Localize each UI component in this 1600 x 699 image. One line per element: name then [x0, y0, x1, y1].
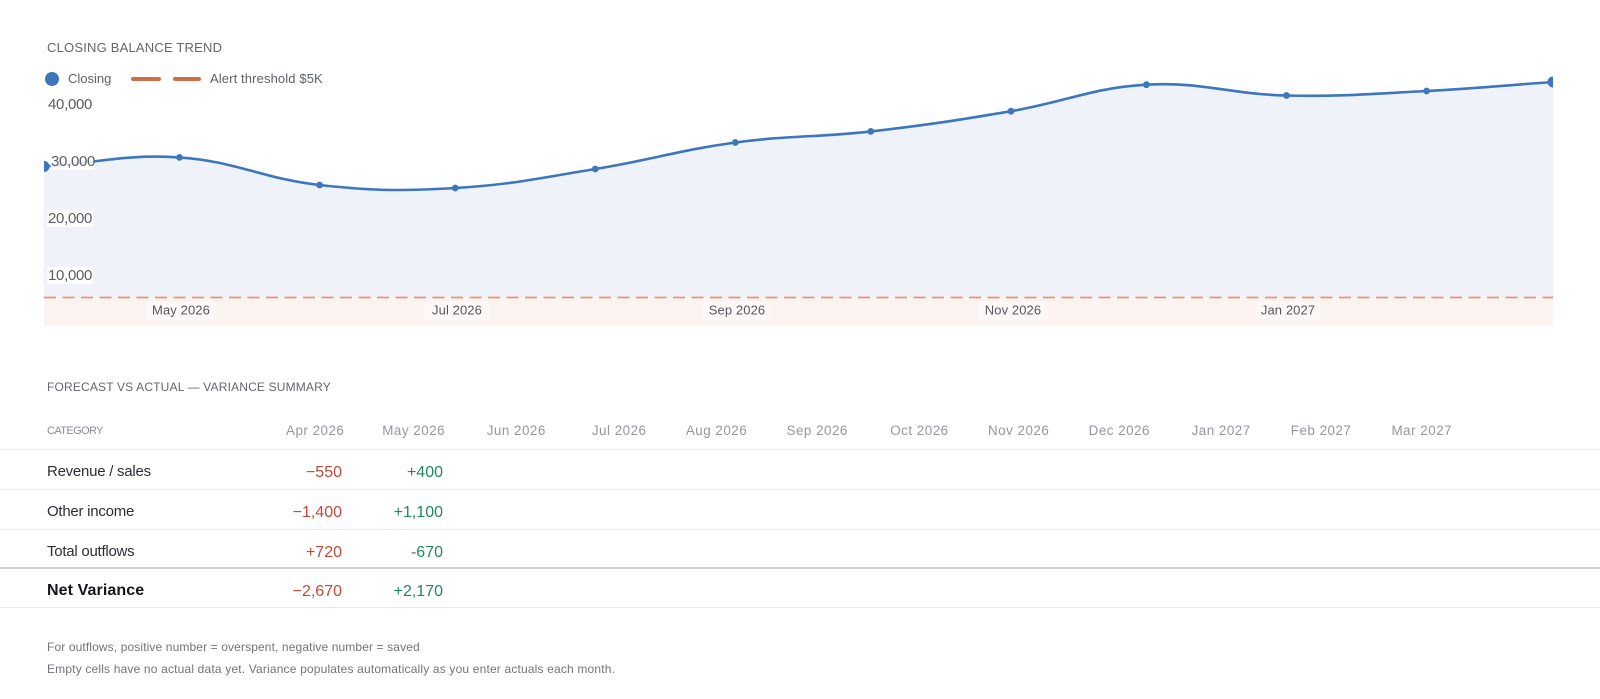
- svg-text:Jul 2026: Jul 2026: [432, 303, 482, 318]
- svg-text:Nov 2026: Nov 2026: [985, 303, 1041, 318]
- svg-text:30,000: 30,000: [51, 153, 95, 170]
- svg-text:May 2026: May 2026: [152, 303, 210, 318]
- svg-text:Sep 2026: Sep 2026: [709, 303, 765, 318]
- svg-text:40,000: 40,000: [48, 96, 92, 113]
- svg-text:20,000: 20,000: [48, 210, 92, 227]
- svg-text:Jan 2027: Jan 2027: [1261, 303, 1315, 318]
- svg-text:10,000: 10,000: [48, 267, 92, 284]
